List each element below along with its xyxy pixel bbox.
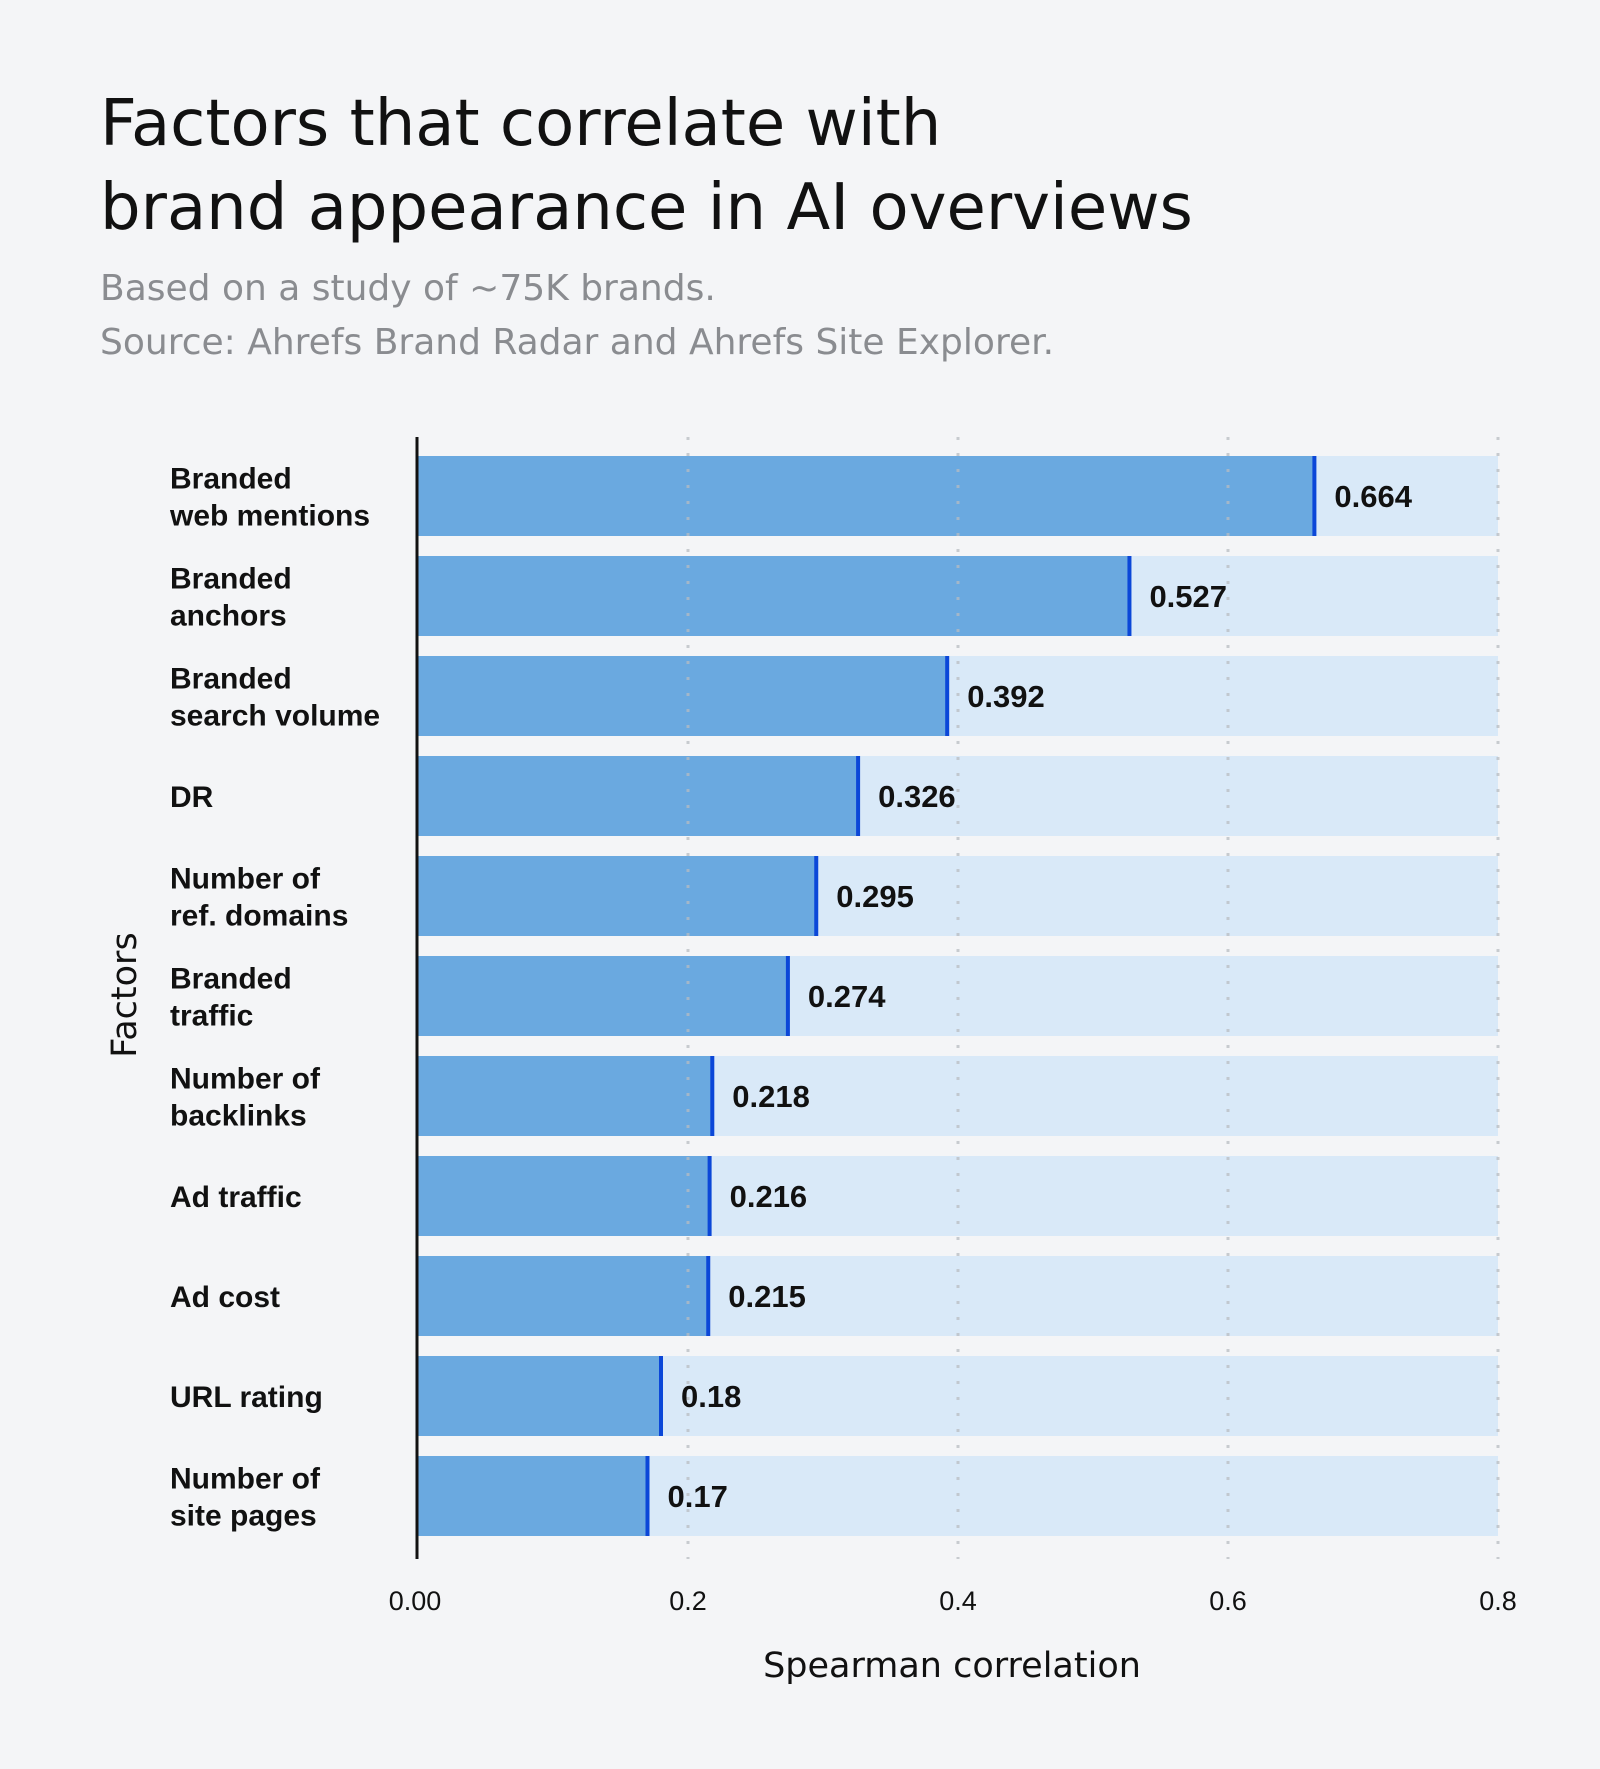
bar bbox=[418, 1256, 709, 1336]
title-line-2: brand appearance in AI overviews bbox=[100, 171, 1193, 245]
bar bbox=[418, 1156, 710, 1236]
bar-end-marker bbox=[707, 1156, 712, 1236]
bar-end-marker bbox=[814, 856, 819, 936]
category-label: Branded traffic bbox=[170, 963, 292, 1033]
bar bbox=[418, 1356, 661, 1436]
subtitle-line-2: Source: Ahrefs Brand Radar and Ahrefs Si… bbox=[100, 322, 1055, 363]
category-label: URL rating bbox=[170, 1381, 323, 1414]
bar bbox=[418, 656, 948, 736]
subtitle-line-1: Based on a study of ~75K brands. bbox=[100, 268, 716, 309]
value-label: 0.392 bbox=[967, 679, 1045, 714]
bar-end-marker bbox=[1127, 556, 1132, 636]
category-label: Number of site pages bbox=[170, 1463, 321, 1533]
category-label: Branded web mentions bbox=[169, 463, 370, 533]
value-label: 0.295 bbox=[836, 879, 914, 914]
category-label: Ad cost bbox=[170, 1281, 280, 1314]
bar-end-marker bbox=[710, 1056, 715, 1136]
bar bbox=[418, 556, 1130, 636]
bar bbox=[418, 1456, 648, 1536]
bar-end-marker bbox=[856, 756, 861, 836]
value-label: 0.326 bbox=[878, 779, 956, 814]
category-label: DR bbox=[170, 781, 214, 814]
bar bbox=[418, 1056, 713, 1136]
category-label: Number of backlinks bbox=[170, 1063, 321, 1133]
x-tick-label: 0.6 bbox=[1209, 1586, 1247, 1616]
value-label: 0.17 bbox=[668, 1479, 728, 1514]
y-axis-label: Factors bbox=[105, 932, 145, 1057]
value-label: 0.274 bbox=[808, 979, 886, 1014]
x-tick-label: 0.8 bbox=[1479, 1586, 1517, 1616]
value-label: 0.216 bbox=[730, 1179, 808, 1214]
category-label: Number of ref. domains bbox=[170, 863, 348, 933]
category-label: Ad traffic bbox=[170, 1181, 302, 1214]
value-label: 0.218 bbox=[732, 1079, 810, 1114]
bar-end-marker bbox=[659, 1356, 663, 1436]
value-label: 0.215 bbox=[728, 1279, 806, 1314]
value-label: 0.527 bbox=[1149, 579, 1227, 614]
chart-title: Factors that correlate with brand appear… bbox=[100, 82, 1193, 250]
x-tick-label: 0.2 bbox=[669, 1586, 707, 1616]
bar-end-marker bbox=[945, 656, 950, 736]
bar-end-marker bbox=[706, 1256, 711, 1336]
x-tick-label: 0.00 bbox=[389, 1586, 442, 1616]
title-line-1: Factors that correlate with bbox=[100, 87, 942, 161]
value-label: 0.18 bbox=[681, 1379, 741, 1414]
x-tick-label: 0.4 bbox=[939, 1586, 977, 1616]
category-label: Branded search volume bbox=[170, 663, 380, 733]
bar bbox=[418, 856, 817, 936]
bar bbox=[418, 756, 859, 836]
category-label: Branded anchors bbox=[170, 563, 292, 633]
bar bbox=[418, 956, 788, 1036]
bar-end-marker bbox=[1312, 456, 1317, 536]
value-label: 0.664 bbox=[1334, 479, 1412, 514]
bar bbox=[418, 456, 1315, 536]
x-axis-label: Spearman correlation bbox=[763, 1646, 1141, 1686]
bar-end-marker bbox=[645, 1456, 650, 1536]
bar-end-marker bbox=[785, 956, 790, 1036]
